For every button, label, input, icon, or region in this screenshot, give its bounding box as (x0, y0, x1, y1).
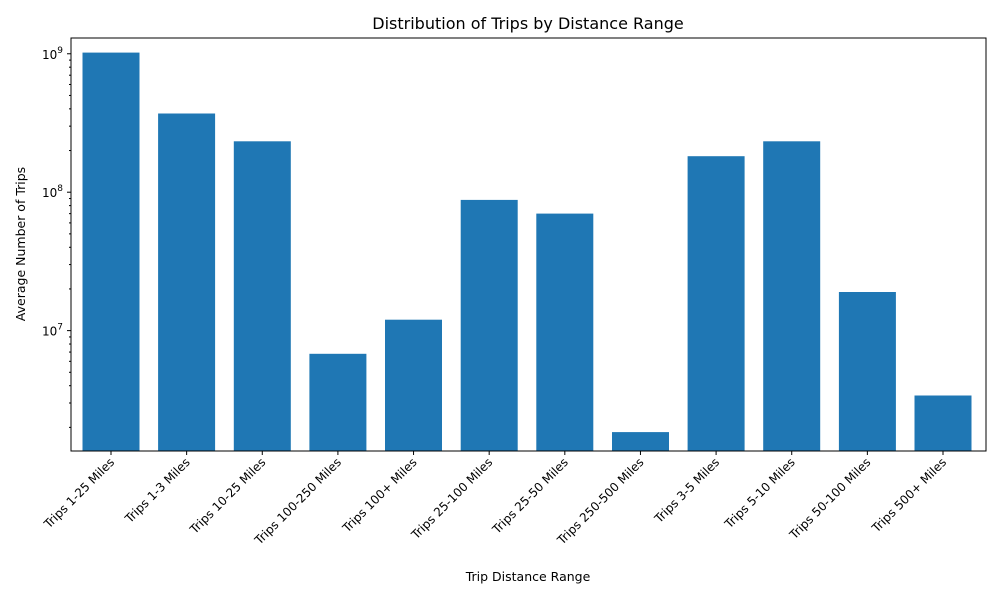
bar-8 (687, 156, 745, 451)
bar-2 (233, 141, 291, 452)
x-tick-label-7: Trips 250-500 Miles (554, 455, 647, 548)
y-tick-label-0: 107 (42, 323, 63, 339)
bar-4 (385, 319, 442, 451)
x-tick-label-9: Trips 5-10 Miles (721, 455, 798, 532)
chart-title: Distribution of Trips by Distance Range (372, 14, 683, 33)
bar-0 (82, 52, 140, 451)
x-tick-label-4: Trips 100+ Miles (339, 455, 420, 536)
bar-11 (914, 395, 972, 451)
x-tick-label-6: Trips 25-50 Miles (489, 455, 571, 537)
bar-6 (536, 213, 594, 451)
bars-group (82, 52, 972, 452)
x-tick-label-8: Trips 3-5 Miles (651, 455, 722, 526)
bar-3 (309, 353, 367, 451)
x-tick-label-2: Trips 10-25 Miles (186, 455, 268, 537)
y-tick-label-1: 108 (42, 184, 63, 200)
bar-10 (838, 292, 896, 451)
bar-5 (460, 199, 518, 451)
plot-frame (70, 37, 987, 452)
x-tick-label-0: Trips 1-25 Miles (41, 455, 118, 532)
x-tick-label-5: Trips 25-100 Miles (408, 455, 495, 542)
x-tick-label-3: Trips 100-250 Miles (251, 455, 344, 548)
y-axis-label: Average Number of Trips (13, 167, 28, 321)
x-tick-label-1: Trips 1-3 Miles (122, 455, 193, 526)
y-axis-ticks: 107 108 109 (42, 46, 71, 428)
x-tick-label-11: Trips 500+ Miles (869, 455, 950, 536)
y-tick-label-2: 109 (42, 46, 63, 62)
x-axis-label: Trip Distance Range (465, 569, 591, 584)
bar-1 (158, 113, 216, 451)
x-tick-label-10: Trips 50-100 Miles (786, 455, 873, 542)
bar-7 (612, 432, 669, 451)
bar-9 (763, 141, 821, 452)
